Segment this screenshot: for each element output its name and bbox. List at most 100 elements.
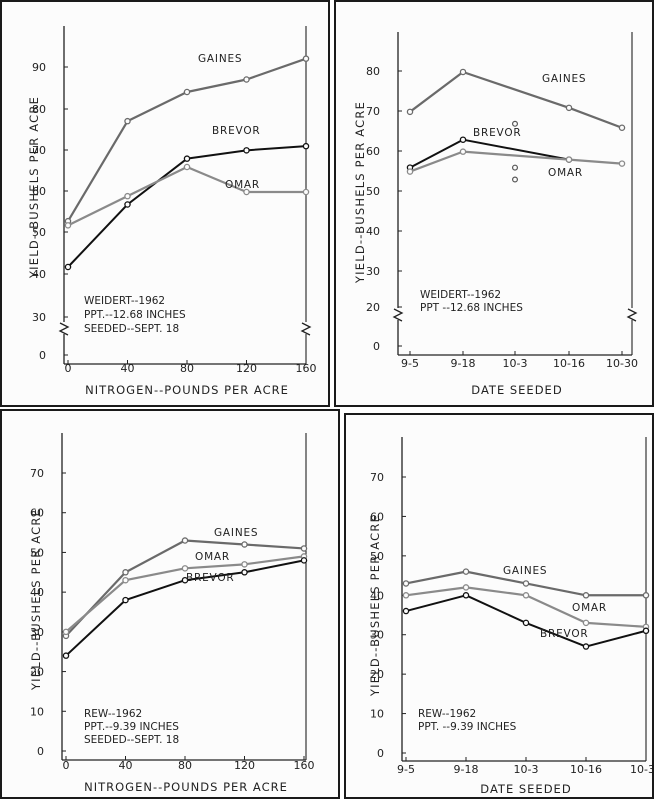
data-point-omar — [565, 156, 573, 163]
series-label-omar: OMAR — [225, 179, 260, 191]
annotation-line: SEEDED--SEPT. 18 — [84, 734, 179, 746]
x-tick-label: 120 — [236, 362, 257, 375]
data-point-brevor — [243, 147, 250, 154]
data-point-extra — [512, 120, 519, 127]
data-point-omar — [462, 584, 470, 591]
y-tick-label: 30 — [32, 311, 46, 324]
annotation-line: SEEDED--SEPT. 18 — [84, 323, 179, 335]
x-tick-label: 40 — [121, 362, 135, 375]
y-tick-label: 40 — [366, 225, 380, 238]
data-point-extra — [512, 164, 519, 171]
axis-break-left — [392, 308, 404, 322]
y-tick-label: 70 — [366, 105, 380, 118]
y-tick-label: 70 — [30, 467, 44, 480]
x-tick-label: 10-3 — [514, 763, 539, 776]
series-line-gaines — [409, 70, 623, 129]
y-tick-label: 50 — [30, 546, 44, 559]
data-point-brevor — [62, 652, 70, 659]
annotation-line: WEIDERT--1962 — [420, 289, 501, 301]
y-tick-label: 20 — [370, 668, 384, 681]
data-point-omar — [241, 561, 248, 568]
x-tick-label: 10-16 — [553, 357, 585, 370]
series-label-omar: OMAR — [548, 167, 583, 179]
data-point-gaines — [302, 55, 310, 62]
axis-break-gap — [59, 322, 69, 334]
series-label-gaines: GAINES — [198, 53, 242, 65]
data-point-gaines — [124, 117, 131, 125]
x-tick-label: 10-3 — [503, 357, 528, 370]
data-point-omar — [181, 565, 189, 572]
series-label-gaines: GAINES — [214, 527, 258, 539]
data-point-omar — [406, 168, 414, 175]
y-tick-label: 50 — [370, 550, 384, 563]
data-point-gaines — [402, 580, 410, 587]
series-label-gaines: GAINES — [503, 565, 547, 577]
series-label-brevor: BREVOR — [540, 628, 589, 640]
x-axis-label: NITROGEN--POUNDS PER ACRE — [85, 383, 289, 397]
x-tick-label: 0 — [63, 759, 70, 772]
data-point-brevor — [462, 592, 470, 599]
series-label-omar: OMAR — [195, 551, 230, 563]
data-point-omar — [459, 148, 467, 155]
y-tick-label: 50 — [366, 185, 380, 198]
chart-rew-nitrogen: 0 10 20 30 40 50 60 70 0 40 80 120 160 NITROGEN--POUN… — [29, 433, 315, 794]
series-line-omar — [67, 165, 306, 227]
data-point-gaines — [642, 592, 650, 599]
series-label-brevor: BREVOR — [186, 572, 235, 584]
data-point-brevor — [122, 596, 129, 604]
data-point-brevor — [241, 569, 248, 576]
x-axis-label: DATE SEEDED — [480, 782, 571, 796]
annotation-line: PPT.--12.68 INCHES — [84, 309, 186, 321]
data-point-brevor — [642, 627, 650, 635]
y-tick-label: 10 — [30, 705, 44, 718]
series-line-brevor — [65, 559, 305, 657]
data-point-gaines — [582, 592, 590, 599]
annotation-line: PPT. --9.39 INCHES — [418, 721, 517, 733]
series-label-gaines: GAINES — [542, 73, 586, 85]
y-tick-label: 40 — [370, 589, 384, 602]
y-tick-label: 80 — [366, 65, 380, 78]
y-tick-label: 80 — [32, 103, 46, 116]
x-tick-label: 120 — [234, 759, 255, 772]
data-point-omar — [122, 576, 129, 584]
data-point-brevor — [300, 557, 308, 564]
chart-weidert-date: 0 20 30 40 50 60 70 80 9-5 9-18 10-3 10-16 10-30 DATE… — [353, 32, 638, 397]
data-point-omar — [522, 592, 530, 599]
y-tick-label: 0 — [39, 349, 46, 362]
axis-break-gap — [393, 308, 403, 320]
annotation-line: WEIDERT--1962 — [84, 295, 165, 307]
y-tick-label: 30 — [366, 265, 380, 278]
axis-break-gap — [627, 308, 637, 320]
x-tick-label: 80 — [180, 362, 194, 375]
data-point-gaines — [243, 76, 250, 83]
annotation-line: REW--1962 — [418, 708, 476, 720]
chart-weidert-nitrogen: 0 30 40 50 60 70 80 90 0 40 80 120 160 NITROGEN--POUN… — [27, 26, 317, 397]
y-tick-label: 0 — [373, 340, 380, 353]
x-tick-label: 80 — [178, 759, 192, 772]
data-point-gaines — [241, 541, 248, 548]
data-point-brevor — [582, 643, 590, 650]
y-tick-label: 40 — [32, 268, 46, 281]
data-point-omar — [124, 192, 131, 200]
annotation-line: PPT.--9.39 INCHES — [84, 721, 179, 733]
data-point-brevor — [183, 155, 191, 162]
data-point-brevor — [181, 576, 189, 584]
data-point-omar — [302, 188, 310, 196]
series-line-omar — [409, 150, 623, 173]
y-axis-label: YIELD--BUSHELS PER ACRE — [29, 508, 43, 691]
data-point-gaines — [462, 568, 470, 575]
y-tick-label: 70 — [370, 471, 384, 484]
annotation-line: PPT --12.68 INCHES — [420, 302, 523, 314]
y-tick-label: 10 — [370, 708, 384, 721]
y-tick-label: 60 — [30, 507, 44, 520]
x-tick-label: 0 — [65, 362, 72, 375]
y-tick-label: 20 — [30, 666, 44, 679]
data-point-brevor — [459, 136, 467, 143]
x-tick-label: 9-5 — [397, 763, 415, 776]
y-tick-label: 40 — [30, 586, 44, 599]
y-tick-label: 60 — [32, 185, 46, 198]
y-axis-label: YIELD--BUSHELS PER ACRE — [368, 514, 382, 697]
x-tick-label: 10-30 — [630, 763, 652, 776]
data-point-gaines — [406, 108, 414, 116]
x-axis-label: DATE SEEDED — [471, 383, 562, 397]
